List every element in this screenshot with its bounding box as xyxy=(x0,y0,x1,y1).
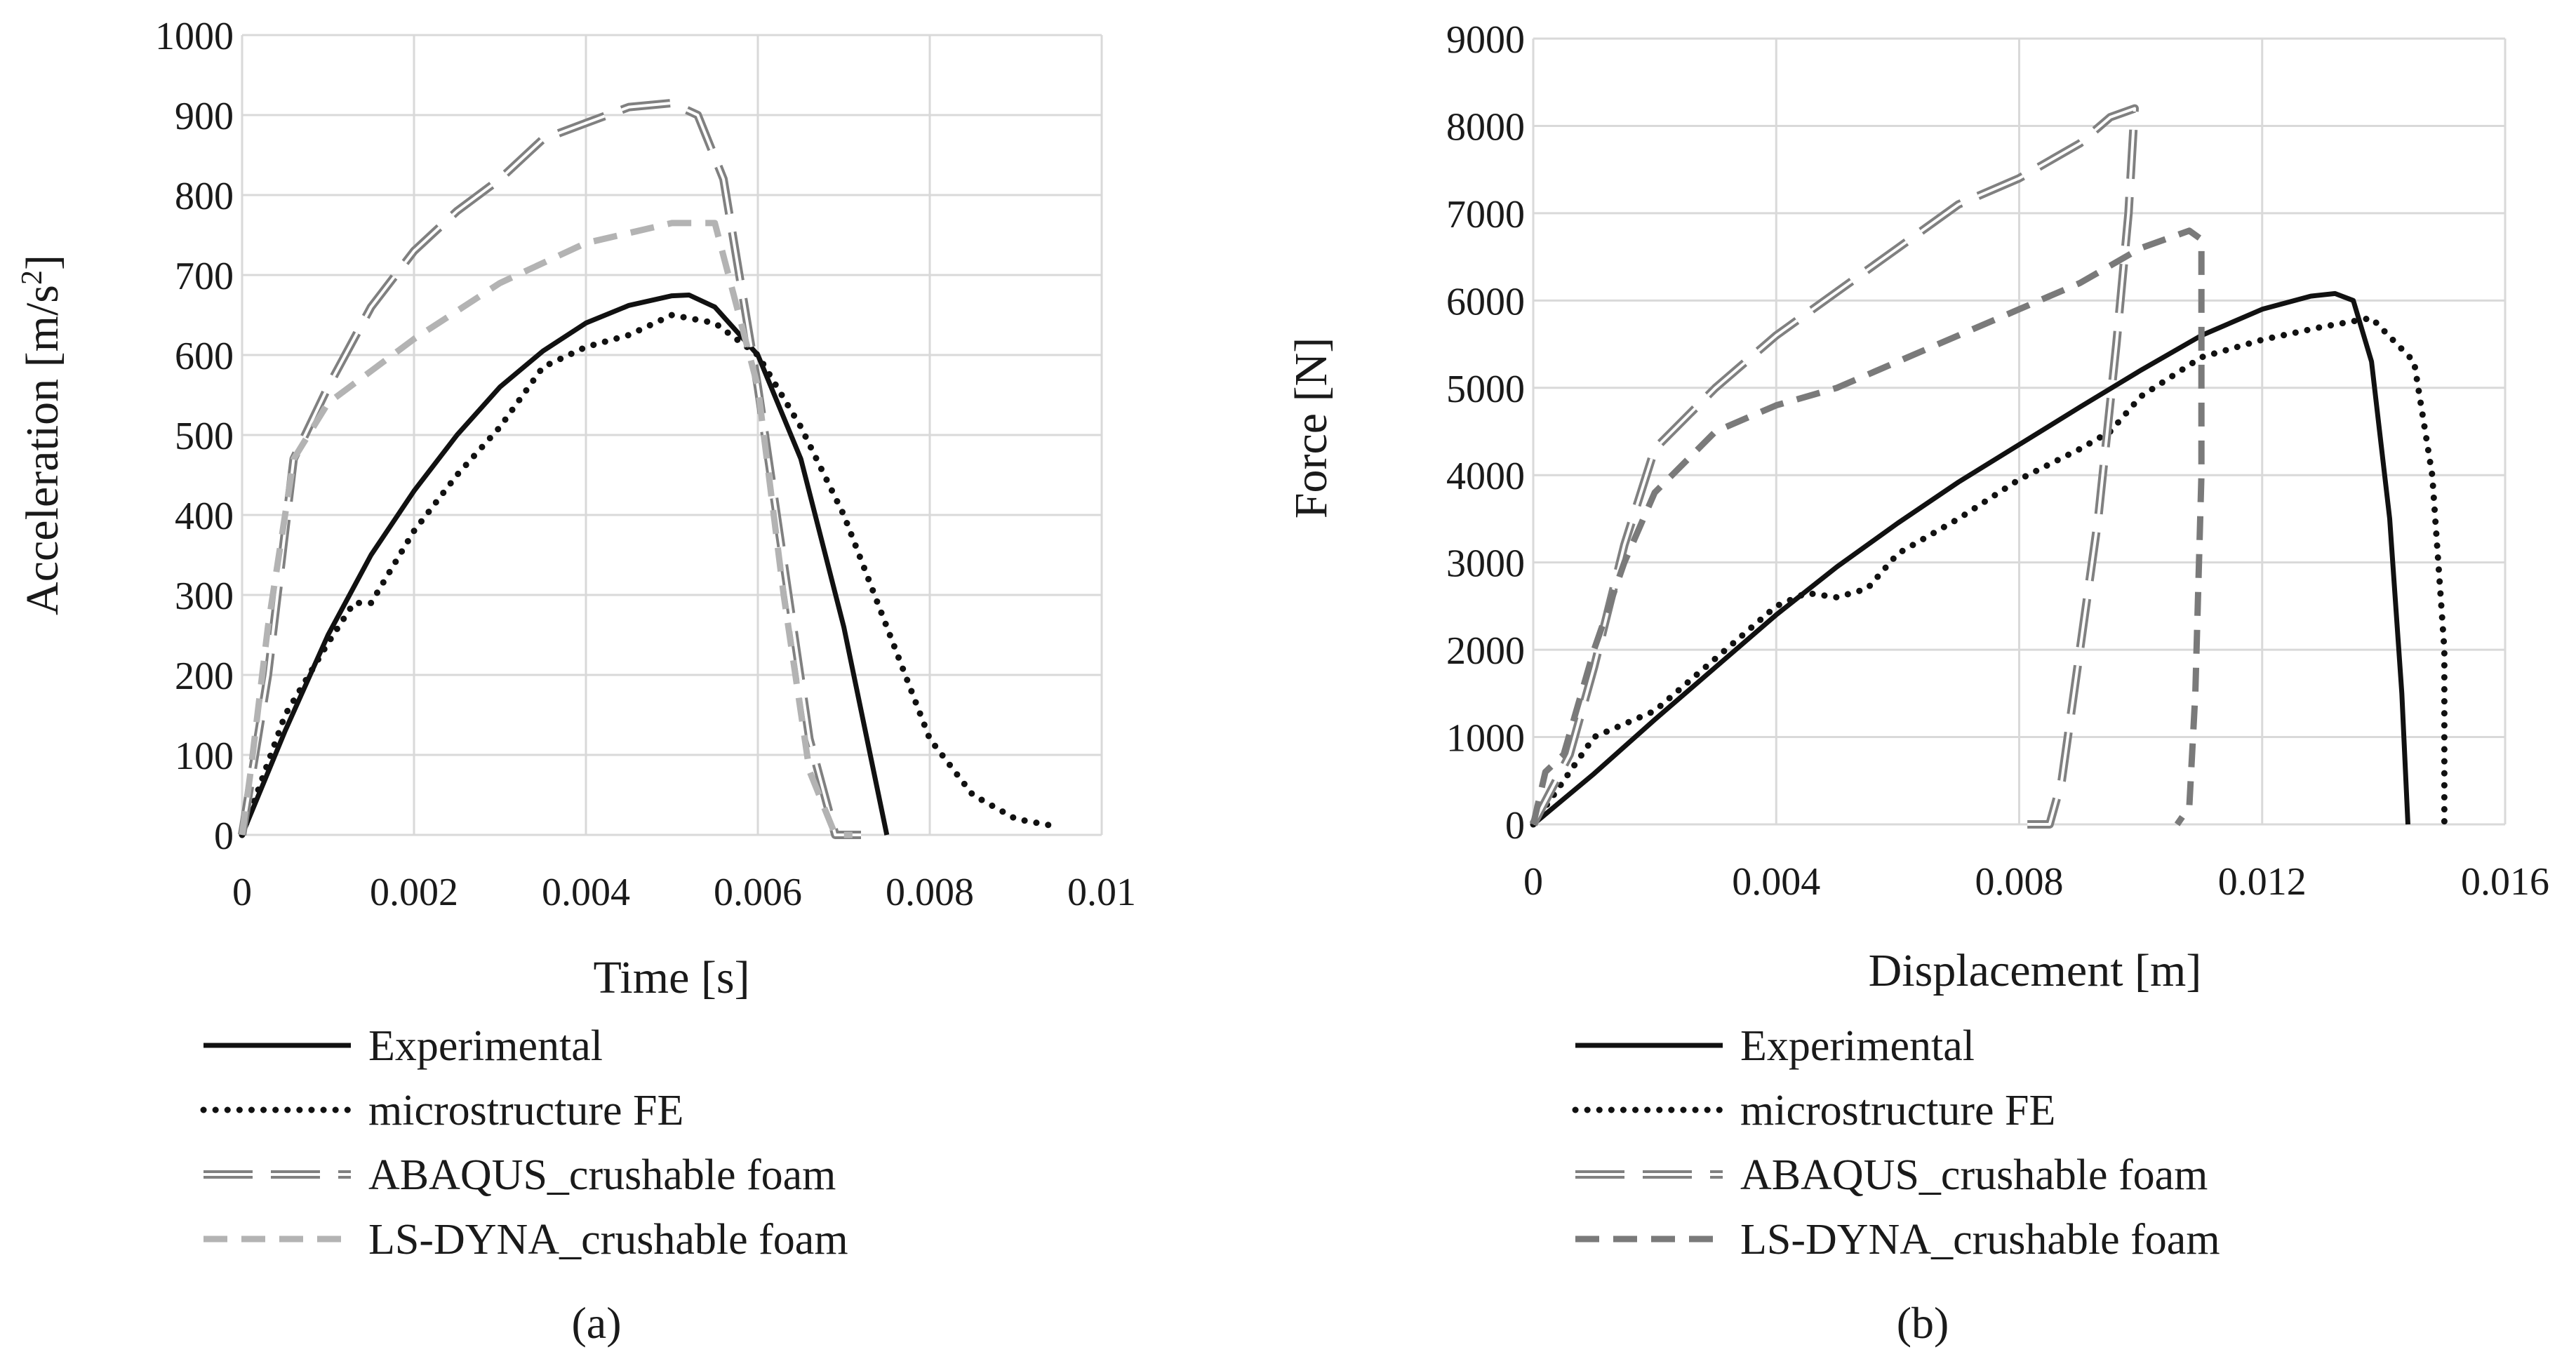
chart-a-y-tick-label: 200 xyxy=(175,655,234,698)
chart-a-x-tick-label: 0.002 xyxy=(370,871,458,914)
chart-b-y-tick-label: 8000 xyxy=(1446,105,1525,149)
chart-a-series-microstructure-fe xyxy=(239,312,1062,838)
chart-a-y-tick-label: 500 xyxy=(175,415,234,458)
chart-a-axes xyxy=(241,35,1102,836)
chart-b-legend-label: ABAQUS_crushable foam xyxy=(1740,1151,2208,1199)
chart-b-y-tick-label: 1000 xyxy=(1446,717,1525,761)
chart-a-y-tick-label: 0 xyxy=(214,815,234,858)
chart-b-y-tick-label: 3000 xyxy=(1446,542,1525,586)
chart-a-series-ls-dyna-crushable-foam xyxy=(239,220,853,838)
chart-a-legend-label: microstructure FE xyxy=(368,1087,683,1134)
chart-b-legend-item-experimental: Experimental xyxy=(1575,1022,1975,1070)
chart-b-y-tick-label: 4000 xyxy=(1446,455,1525,498)
chart-b-grid xyxy=(1533,37,2507,824)
chart-a: 0 0.002 0.004 0.006 0.008 0.01 0 100 200 300 400 50… xyxy=(16,15,1136,1348)
chart-a-y-tick-label: 600 xyxy=(175,335,234,378)
chart-a-x-tick-label: 0.006 xyxy=(714,871,802,914)
chart-a-y-tick-label: 900 xyxy=(175,95,234,138)
chart-a-caption: (a) xyxy=(571,1298,621,1348)
chart-b-legend-label: LS-DYNA_crushable foam xyxy=(1740,1216,2220,1264)
chart-a-x-axis-title: Time [s] xyxy=(593,952,749,1003)
chart-a-series xyxy=(238,98,1062,839)
chart-b-y-tick-label: 9000 xyxy=(1446,18,1525,62)
chart-a-ticks: 0 0.002 0.004 0.006 0.008 0.01 0 100 200 300 400 50… xyxy=(155,15,1136,914)
chart-a-legend-label: LS-DYNA_crushable foam xyxy=(368,1216,848,1264)
chart-a-y-tick-label: 700 xyxy=(175,255,234,298)
chart-b-series-line-microstructure-fe xyxy=(1530,314,2448,828)
chart-b-y-tick-label: 6000 xyxy=(1446,280,1525,323)
chart-b-x-tick-label: 0.012 xyxy=(2218,860,2307,904)
chart-a-grid xyxy=(242,34,1103,835)
chart-a-y-tick-label: 300 xyxy=(175,575,234,618)
chart-b: 0 0.004 0.008 0.012 0.016 0 1000 2000 3000 4000 50… xyxy=(1286,18,2549,1348)
chart-a-y-tick-label: 100 xyxy=(175,735,234,778)
chart-b-series-ls-dyna-crushable-foam xyxy=(1530,227,2205,826)
chart-a-y-tick-label: 1000 xyxy=(155,15,234,58)
chart-b-series-line-experimental xyxy=(1531,290,2410,826)
chart-a-series-abaqus-crushable-foam xyxy=(238,98,861,839)
chart-a-legend-label: ABAQUS_crushable foam xyxy=(368,1151,836,1199)
chart-b-caption: (b) xyxy=(1897,1298,1949,1348)
chart-a-x-tick-label: 0.01 xyxy=(1067,871,1136,914)
chart-a-series-line-abaqus-crushable-foam xyxy=(238,98,861,839)
chart-a-series-line-experimental xyxy=(239,293,890,836)
chart-a-legend-item-ls-dyna-crushable-foam: LS-DYNA_crushable foam xyxy=(203,1216,848,1264)
chart-a-y-tick-label: 400 xyxy=(175,495,234,538)
chart-b-y-tick-label: 7000 xyxy=(1446,193,1525,236)
chart-b-y-tick-label: 5000 xyxy=(1446,368,1525,411)
chart-b-x-tick-label: 0.004 xyxy=(1732,860,1820,904)
chart-b-x-tick-label: 0.008 xyxy=(1975,860,2064,904)
chart-b-legend-item-ls-dyna-crushable-foam: LS-DYNA_crushable foam xyxy=(1575,1216,2220,1264)
chart-b-legend-item-abaqus-crushable-foam: ABAQUS_crushable foam xyxy=(1575,1151,2208,1199)
chart-a-legend: Experimental microstructure FE ABAQUS_crus… xyxy=(200,1022,848,1264)
chart-b-x-tick-label: 0.016 xyxy=(2461,860,2549,904)
chart-a-legend-label: Experimental xyxy=(368,1022,603,1070)
chart-a-legend-item-microstructure-fe: microstructure FE xyxy=(200,1087,683,1134)
chart-a-y-axis-title: Acceleration [m/s2] xyxy=(16,255,68,615)
chart-a-x-tick-label: 0.004 xyxy=(542,871,630,914)
chart-a-legend-item-experimental: Experimental xyxy=(203,1022,603,1070)
chart-a-series-line-microstructure-fe xyxy=(239,312,1062,838)
chart-a-x-tick-label: 0 xyxy=(232,871,252,914)
chart-b-ticks: 0 0.004 0.008 0.012 0.016 0 1000 2000 3000 4000 50… xyxy=(1446,18,2549,904)
chart-b-x-tick-label: 0 xyxy=(1523,860,1543,904)
chart-a-x-tick-label: 0.008 xyxy=(886,871,974,914)
chart-a-y-tick-label: 800 xyxy=(175,175,234,218)
chart-b-legend-item-microstructure-fe: microstructure FE xyxy=(1572,1087,2055,1134)
chart-b-axes xyxy=(1532,39,2505,826)
chart-b-legend: Experimental microstructure FE ABAQUS_crus… xyxy=(1572,1022,2220,1264)
chart-b-legend-label: Experimental xyxy=(1740,1022,1975,1070)
chart-b-series-line-ls-dyna-crushable-foam xyxy=(1530,227,2205,826)
chart-b-series-experimental xyxy=(1531,290,2410,826)
chart-b-series-microstructure-fe xyxy=(1530,314,2448,828)
chart-b-y-axis-title: Force [N] xyxy=(1286,337,1337,518)
chart-a-series-line-abaqus-crushable-foam-inner xyxy=(241,101,861,836)
chart-b-series xyxy=(1529,104,2448,829)
chart-b-legend-label: microstructure FE xyxy=(1740,1087,2055,1134)
chart-b-y-tick-label: 0 xyxy=(1505,804,1525,848)
chart-a-legend-item-abaqus-crushable-foam: ABAQUS_crushable foam xyxy=(203,1151,836,1199)
chart-a-series-experimental xyxy=(239,293,890,836)
chart-a-series-line-ls-dyna-crushable-foam xyxy=(239,220,853,838)
chart-b-y-tick-label: 2000 xyxy=(1446,629,1525,673)
chart-b-x-axis-title: Displacement [m] xyxy=(1869,945,2202,996)
